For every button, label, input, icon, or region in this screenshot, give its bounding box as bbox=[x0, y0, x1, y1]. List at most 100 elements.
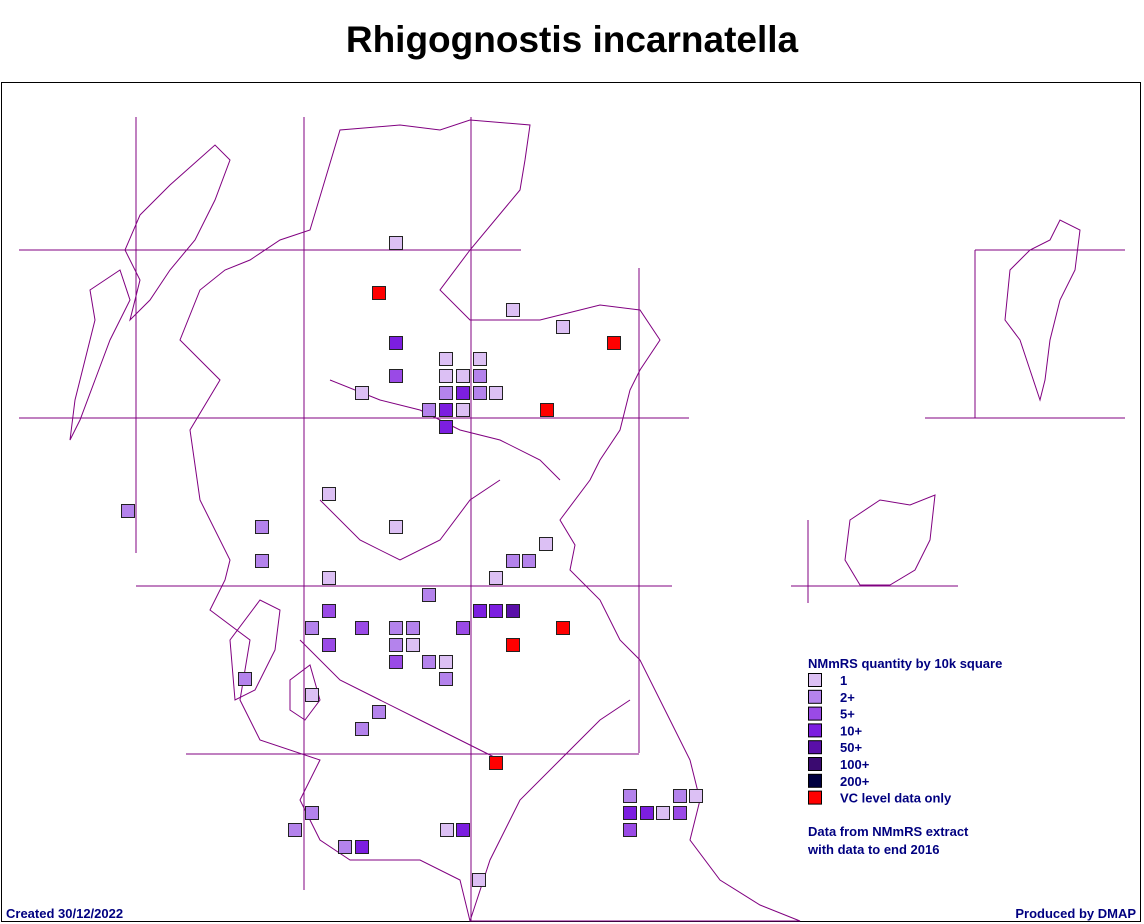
legend-label: VC level data only bbox=[840, 791, 952, 806]
record-square bbox=[623, 806, 637, 820]
record-square bbox=[322, 487, 336, 501]
record-square bbox=[506, 303, 520, 317]
legend-swatch bbox=[808, 689, 822, 704]
legend-swatch bbox=[808, 790, 822, 805]
record-square bbox=[322, 638, 336, 652]
legend-label: 1 bbox=[840, 673, 847, 688]
legend-swatch bbox=[808, 740, 822, 755]
map-frame bbox=[1, 82, 1141, 922]
record-square bbox=[439, 420, 453, 434]
record-square bbox=[255, 554, 269, 568]
record-square bbox=[489, 604, 503, 618]
legend-label: 5+ bbox=[840, 707, 855, 722]
map-title: Rhigognostis incarnatella bbox=[346, 19, 799, 60]
record-square bbox=[389, 655, 403, 669]
record-square bbox=[456, 403, 470, 417]
legend-label: 2+ bbox=[840, 690, 855, 705]
record-square bbox=[656, 806, 670, 820]
record-square bbox=[489, 571, 503, 585]
record-square bbox=[422, 588, 436, 602]
record-square bbox=[389, 638, 403, 652]
record-square bbox=[473, 386, 487, 400]
record-square bbox=[322, 604, 336, 618]
record-square bbox=[305, 806, 319, 820]
record-square bbox=[556, 320, 570, 334]
record-square bbox=[473, 352, 487, 366]
record-square bbox=[607, 336, 621, 350]
record-square bbox=[322, 571, 336, 585]
legend-label: 50+ bbox=[840, 740, 862, 755]
legend-swatch bbox=[808, 673, 822, 687]
record-square bbox=[489, 756, 503, 770]
record-square bbox=[540, 403, 554, 417]
legend-title: NMmRS quantity by 10k square bbox=[808, 656, 1002, 671]
record-square bbox=[121, 504, 135, 518]
legend-swatch bbox=[808, 706, 822, 721]
record-square bbox=[473, 604, 487, 618]
record-square bbox=[506, 638, 520, 652]
record-square bbox=[489, 386, 503, 400]
record-square bbox=[640, 806, 654, 820]
note-line: with data to end 2016 bbox=[807, 842, 939, 857]
record-square bbox=[623, 789, 637, 803]
record-square bbox=[439, 386, 453, 400]
record-square bbox=[389, 369, 403, 383]
coastline bbox=[69, 119, 1081, 922]
record-square bbox=[439, 672, 453, 686]
record-square bbox=[689, 789, 703, 803]
record-square bbox=[556, 621, 570, 635]
record-square bbox=[355, 840, 369, 854]
record-square bbox=[456, 823, 470, 837]
record-square bbox=[355, 386, 369, 400]
record-square bbox=[439, 403, 453, 417]
record-square bbox=[338, 840, 352, 854]
record-square bbox=[472, 873, 486, 887]
record-square bbox=[355, 621, 369, 635]
record-square bbox=[305, 688, 319, 702]
producer: Produced by DMAP bbox=[1015, 906, 1136, 921]
record-square bbox=[440, 823, 454, 837]
record-square bbox=[623, 823, 637, 837]
legend-label: 100+ bbox=[840, 757, 870, 772]
legend-swatch bbox=[808, 723, 822, 738]
record-square bbox=[372, 705, 386, 719]
record-square bbox=[673, 806, 687, 820]
legend-swatch bbox=[808, 773, 822, 788]
record-square bbox=[456, 386, 470, 400]
record-square bbox=[506, 554, 520, 568]
record-square bbox=[422, 655, 436, 669]
record-square bbox=[522, 554, 536, 568]
record-square bbox=[439, 369, 453, 383]
record-square bbox=[506, 604, 520, 618]
legend: NMmRS quantity by 10k square 1 2+ 5+10+ 50+… bbox=[808, 656, 1002, 806]
record-square bbox=[305, 621, 319, 635]
record-square bbox=[406, 638, 420, 652]
record-square bbox=[473, 369, 487, 383]
grid-lines bbox=[19, 117, 1125, 921]
record-square bbox=[355, 722, 369, 736]
record-square bbox=[389, 236, 403, 250]
record-square bbox=[456, 621, 470, 635]
legend-swatch bbox=[808, 757, 822, 771]
record-square bbox=[422, 403, 436, 417]
legend-label: 200+ bbox=[840, 774, 870, 789]
record-square bbox=[456, 369, 470, 383]
record-square bbox=[288, 823, 302, 837]
record-square bbox=[389, 336, 403, 350]
records bbox=[121, 236, 703, 887]
note-line: Data from NMmRS extract bbox=[808, 824, 969, 839]
record-square bbox=[238, 672, 252, 686]
record-square bbox=[406, 621, 420, 635]
record-square bbox=[372, 286, 386, 300]
created-date: Created 30/12/2022 bbox=[6, 906, 123, 921]
legend-label: 10+ bbox=[840, 723, 862, 738]
record-square bbox=[439, 352, 453, 366]
record-square bbox=[439, 655, 453, 669]
record-square bbox=[389, 621, 403, 635]
record-square bbox=[539, 537, 553, 551]
record-square bbox=[673, 789, 687, 803]
record-square bbox=[389, 520, 403, 534]
record-square bbox=[255, 520, 269, 534]
